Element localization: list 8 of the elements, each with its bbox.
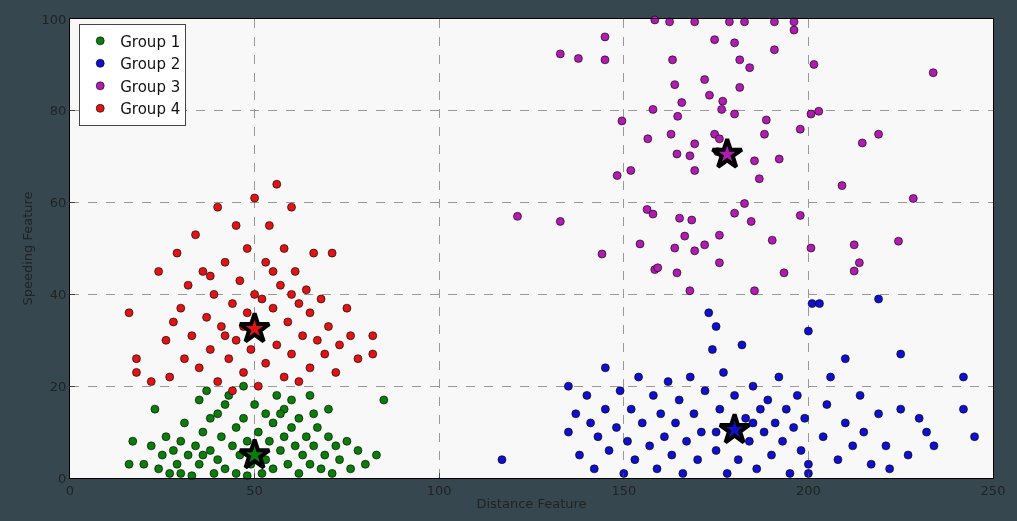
legend-label: Group 4 — [120, 100, 181, 119]
point — [237, 311, 272, 344]
point — [710, 137, 744, 169]
legend-label: Group 3 — [120, 77, 181, 96]
point — [237, 437, 272, 470]
point — [717, 412, 752, 445]
legend-label: Group 1 — [120, 32, 181, 51]
legend-label: Group 2 — [120, 55, 181, 74]
